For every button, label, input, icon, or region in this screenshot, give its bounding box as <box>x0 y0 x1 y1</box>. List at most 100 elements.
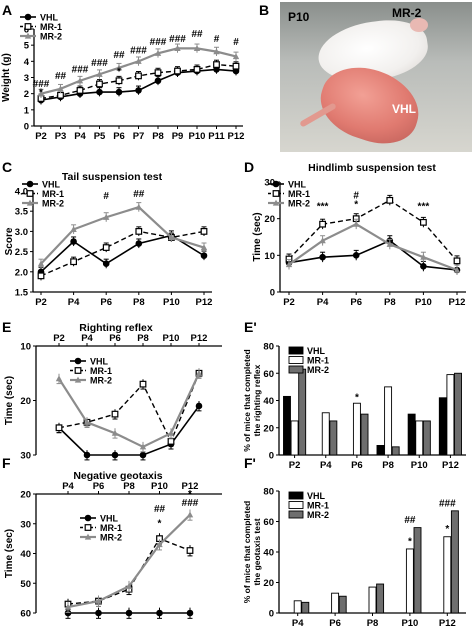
f-y-axis-label: Time (sec) <box>4 529 15 578</box>
e2-legend-swatch <box>288 365 304 374</box>
e2-bar <box>352 402 361 456</box>
d-significance-mark: # <box>353 191 359 202</box>
e-data-point <box>111 410 119 418</box>
e2-bar <box>329 420 338 456</box>
a-data-point <box>232 53 240 60</box>
f2-significance-mark: * <box>445 524 449 535</box>
f2-x-tick-label: P6 <box>329 618 341 629</box>
f2-bar <box>450 510 459 614</box>
f-y-tick-label: 50 <box>20 579 31 590</box>
e2-bar <box>376 445 385 456</box>
a-y-axis-label: Weight (g) <box>1 53 12 102</box>
f2-y-tick-label: 60 <box>263 517 274 528</box>
f-x-tick-label: P12 <box>182 481 199 492</box>
d-legend-label: MR-2 <box>288 199 310 209</box>
mouse-photo: P10 MR-2 VHL <box>280 2 472 152</box>
c-data-point <box>102 260 110 268</box>
f-data-point <box>156 609 163 617</box>
e2-legend-swatch <box>288 346 304 355</box>
a-y-tick-label: 5 <box>24 41 30 52</box>
f2-y-axis-label: % of mice that completed <box>242 501 252 604</box>
f-y-tick-label: 60 <box>20 609 31 620</box>
f-data-point <box>186 547 194 554</box>
c-data-point <box>37 260 45 267</box>
d-y-tick-label: 20 <box>264 214 275 225</box>
a-y-tick-label: 2 <box>24 89 29 100</box>
f-significance-mark: ## <box>154 504 166 515</box>
a-significance-mark: ### <box>91 58 108 69</box>
d-data-point <box>453 266 461 273</box>
a-legend-marker <box>24 23 32 30</box>
c-y-tick-label: 3.0 <box>15 227 28 238</box>
f2-bar <box>405 548 414 614</box>
f2-x-tick-label: P4 <box>292 618 304 629</box>
a-x-tick-label: P8 <box>152 131 164 142</box>
a-data-point <box>193 66 201 73</box>
d-data-point <box>386 196 394 204</box>
e2-bar <box>415 420 424 456</box>
c-data-point <box>103 213 110 220</box>
d-chart-title: Hindlimb suspension test <box>308 162 436 174</box>
c-significance-mark: # <box>103 191 109 202</box>
c-significance-mark: ## <box>133 189 145 200</box>
a-data-point <box>154 49 162 56</box>
c-data-point <box>200 228 208 235</box>
e-legend-marker <box>74 376 82 383</box>
f-significance-mark: ### <box>182 498 199 509</box>
c-data-point <box>70 238 77 245</box>
e2-x-tick-label: P2 <box>289 460 301 471</box>
f-significance-mark: * <box>188 489 192 500</box>
d-y-tick-label: 0 <box>270 288 275 299</box>
c-data-point <box>70 258 78 266</box>
f2-y-tick-label: 80 <box>263 487 274 498</box>
a-significance-mark: ## <box>191 29 203 40</box>
f2-bar <box>338 595 347 614</box>
e2-y-axis-label-line2: the righting reflex <box>252 364 262 436</box>
e-x-tick-label: P10 <box>163 333 180 344</box>
f2-legend-label: MR-2 <box>307 510 329 520</box>
f-legend-label: MR-1 <box>100 523 122 533</box>
e2-x-tick-label: P12 <box>442 460 459 471</box>
c-y-tick-label: 1.5 <box>15 288 29 299</box>
f2-significance-mark: ## <box>404 515 416 526</box>
a-legend-marker <box>24 32 32 39</box>
d-data-point <box>353 220 360 227</box>
c-x-tick-label: P8 <box>133 297 145 308</box>
f2-y-tick-label: 0 <box>269 609 274 620</box>
c-data-point <box>102 244 110 251</box>
d-x-tick-label: P8 <box>384 297 396 308</box>
c-data-point <box>135 228 143 235</box>
f-y-tick-label: 40 <box>20 549 31 560</box>
a-data-point <box>37 90 45 97</box>
d-y-tick-label: 10 <box>264 251 275 262</box>
e2-y-tick-label: 40 <box>263 396 274 407</box>
f-data-point <box>125 609 133 617</box>
panel-letter-a: A <box>2 2 12 18</box>
e-data-point <box>83 418 91 425</box>
e2-y-tick-label: 20 <box>263 423 274 434</box>
e-data-point <box>139 443 147 450</box>
e-data-point <box>55 424 63 432</box>
panel-letter-e-prime: E' <box>244 319 257 335</box>
c-x-tick-label: P12 <box>196 297 213 308</box>
f-legend-marker <box>84 533 92 540</box>
f-data-point <box>95 609 102 617</box>
a-legend-label: VHL <box>40 13 59 23</box>
c-data-point <box>37 272 45 280</box>
a-x-tick-label: P10 <box>189 131 206 142</box>
e2-bar <box>360 413 369 456</box>
d-significance-mark: *** <box>418 202 430 213</box>
e-legend-marker <box>74 357 82 365</box>
f2-legend-label: MR-1 <box>307 501 329 511</box>
d-x-tick-label: P10 <box>415 297 432 308</box>
f-data-point <box>64 603 72 610</box>
d-data-point <box>352 252 360 259</box>
f-chart-title: Negative geotaxis <box>73 470 162 482</box>
d-series-line <box>288 199 458 262</box>
f2-legend-swatch <box>288 501 304 509</box>
e2-x-tick-label: P4 <box>320 460 332 471</box>
f2-y-tick-label: 40 <box>263 548 274 559</box>
a-y-tick-label: 0 <box>24 122 29 133</box>
e2-bar <box>391 446 400 456</box>
f2-x-tick-label: P12 <box>439 618 456 629</box>
